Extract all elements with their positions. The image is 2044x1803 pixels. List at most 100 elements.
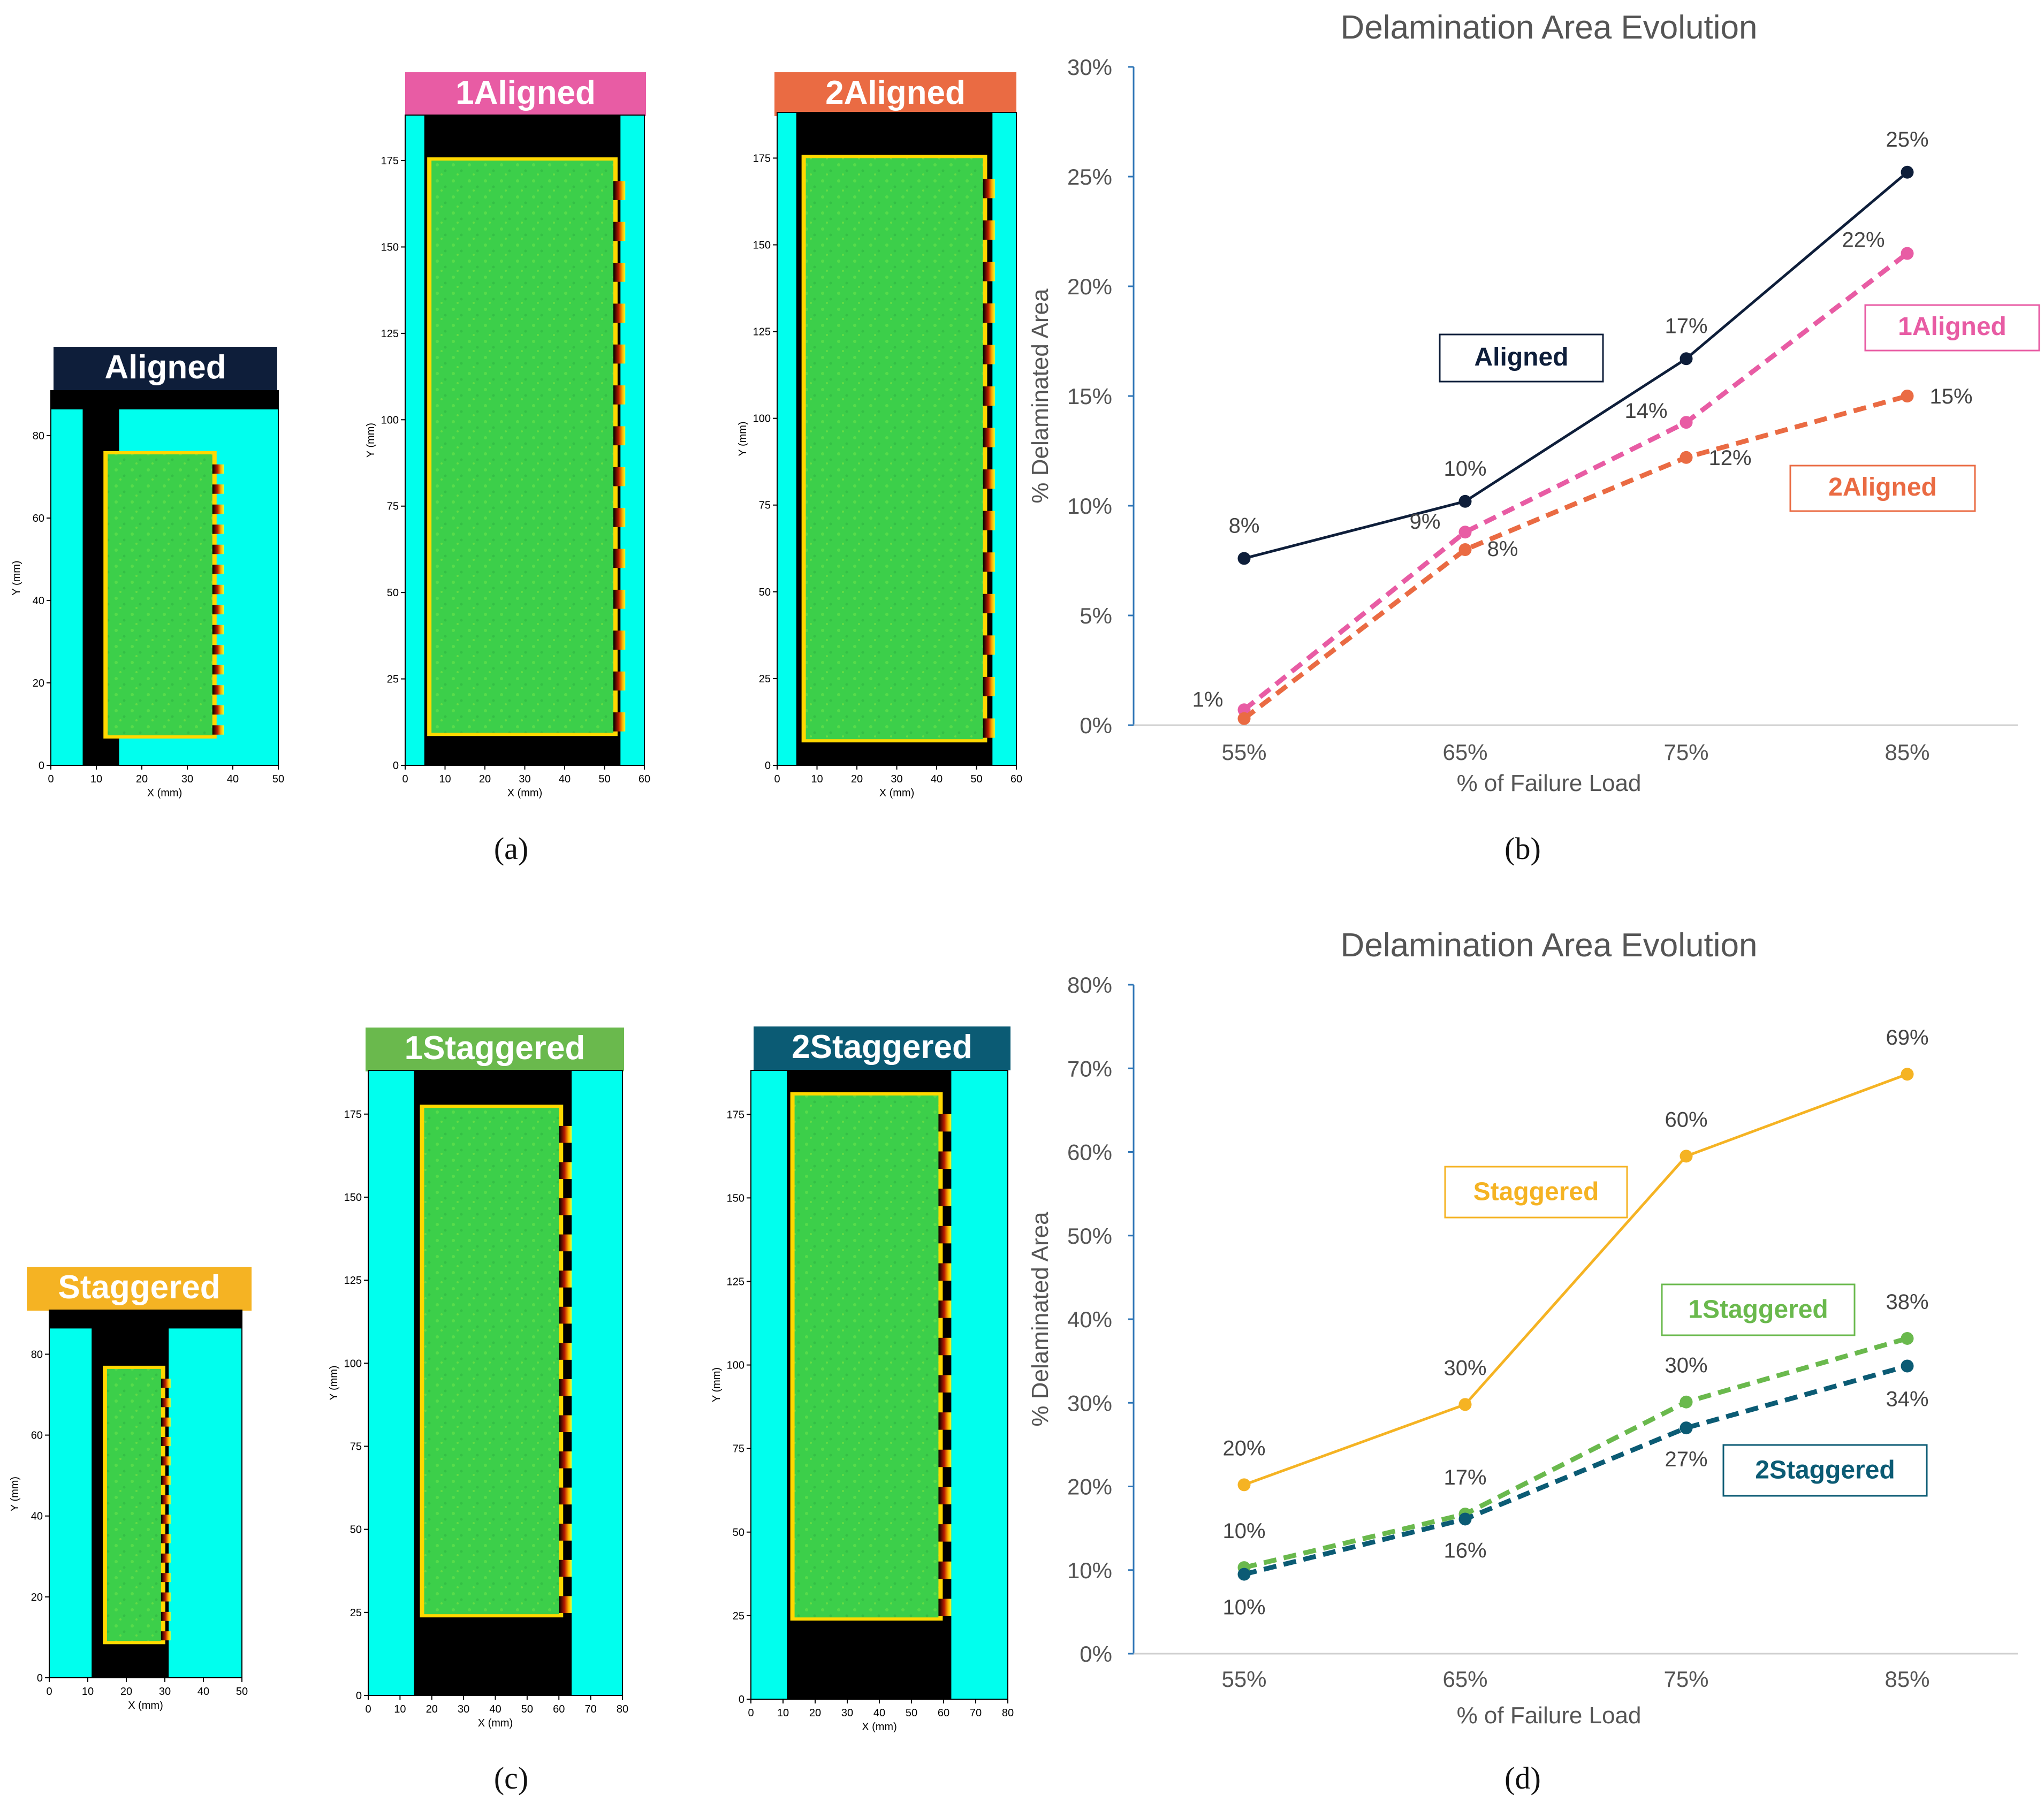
scan-x-tick-label: 40 (931, 773, 943, 785)
scan-edge-damage (613, 589, 626, 609)
scan-edge-damage (161, 1398, 171, 1408)
scan-edge-damage (212, 565, 224, 574)
scan-x-tick-label: 80 (1002, 1707, 1014, 1719)
scan-edge-damage (212, 544, 224, 554)
scan-xlabel: X (mm) (507, 787, 543, 799)
scan-x-tick-label: 40 (873, 1707, 885, 1719)
data-label: 17% (1443, 1466, 1486, 1489)
series-2staggered: 10% 16% 27% 34% 2Staggered (1222, 1359, 1929, 1619)
legend-label: 2Staggered (1755, 1456, 1895, 1485)
scan-edge-damage (938, 1412, 952, 1430)
legend-box (1661, 1283, 1856, 1336)
data-point (1458, 543, 1472, 556)
scan-edge-damage (613, 671, 626, 691)
scan-y-tick-label: 25 (350, 1607, 362, 1619)
data-point (1901, 1332, 1914, 1345)
scan-staggered: Staggered 0 10 20 30 40 50 0 20 40 60 80 X (mm) Y (mm… (9, 1267, 252, 1711)
scan-y-tick-label: 125 (381, 328, 399, 340)
scan-y-tick-label: 150 (753, 239, 771, 251)
scan-edge-damage (938, 1561, 952, 1579)
chart-x-tick-label: 55% (1221, 1667, 1266, 1692)
scan-edge-damage (212, 645, 224, 655)
scan-edge-damage (938, 1449, 952, 1467)
scan-y-tick-label: 175 (753, 153, 771, 164)
scan-x-tick-label: 60 (553, 1703, 565, 1715)
scan-y-tick-label: 75 (387, 501, 399, 513)
data-label: 30% (1443, 1356, 1486, 1380)
scan-edge-damage (559, 1596, 572, 1613)
scan-ylabel: Y (mm) (328, 1365, 340, 1400)
legend-box (1722, 1444, 1928, 1497)
scan-edge-damage (212, 725, 224, 735)
data-label: 22% (1842, 229, 1885, 252)
scan-edge-damage (983, 552, 995, 572)
scan-edge-damage (559, 1234, 572, 1252)
scan-xlabel: X (mm) (478, 1717, 513, 1729)
chart-xlabel: % of Failure Load (1457, 1702, 1642, 1729)
scan-edge-damage (938, 1151, 952, 1169)
scan-x-tick-label: 30 (519, 773, 530, 785)
chart-x-tick-label: 85% (1885, 740, 1929, 765)
scan-intact-region (794, 1096, 939, 1618)
legend-label: Aligned (1475, 343, 1569, 371)
scan-x-tick-label: 50 (272, 773, 284, 785)
scan-edge-damage (983, 179, 995, 199)
series-line (1243, 1072, 1908, 1486)
chart-x-tick-label: 55% (1221, 740, 1266, 765)
data-point (1680, 352, 1693, 366)
scan-2aligned: 2Aligned 0 10 20 30 40 50 60 0 25 50 75 100 125 150 175… (737, 72, 1022, 799)
scan-edge-damage (161, 1417, 171, 1427)
scan-x-tick-label: 70 (585, 1703, 597, 1715)
scan-y-tick-label: 25 (759, 673, 771, 685)
data-label: 20% (1222, 1436, 1265, 1460)
scan-y-tick-label: 150 (344, 1192, 362, 1204)
chart-y-tick-label: 20% (1067, 274, 1112, 299)
scan-x-tick-label: 60 (639, 773, 650, 785)
scan-header-title: Aligned (104, 349, 226, 386)
scan-y-tick-label: 175 (344, 1109, 362, 1121)
scan-edge-damage (613, 181, 626, 200)
scan-edge-damage (161, 1631, 171, 1641)
line-chart-staggered: Delamination Area Evolution 0% 10% 20% 30% 40… (1027, 927, 2018, 1729)
scan-edge-damage (613, 630, 626, 650)
chart-x-tick-label: 85% (1885, 1667, 1929, 1692)
data-label: 14% (1624, 399, 1667, 423)
chart-y-tick-label: 15% (1067, 384, 1112, 409)
scan-header-box (27, 1267, 252, 1311)
data-point (1237, 1478, 1251, 1492)
data-label: 30% (1665, 1354, 1707, 1378)
scan-edge-damage (938, 1189, 952, 1206)
scan-y-tick-label: 50 (387, 587, 399, 599)
scan-x-tick-label: 50 (236, 1686, 248, 1698)
data-label: 69% (1886, 1026, 1928, 1049)
scan-edge-damage (938, 1263, 952, 1281)
scan-y-tick-label: 80 (33, 430, 44, 442)
scan-y-tick-label: 0 (37, 1672, 43, 1684)
scan-edge-damage (559, 1487, 572, 1505)
scan-edge-damage (613, 467, 626, 486)
scan-edge-damage (559, 1524, 572, 1541)
scan-y-tick-label: 0 (765, 760, 771, 772)
chart-x-tick-label: 75% (1663, 1667, 1708, 1692)
scan-edge-damage (212, 484, 224, 494)
scan-edge-damage (983, 345, 995, 364)
chart-y-tick-label: 40% (1067, 1307, 1112, 1332)
scan-y-tick-label: 0 (393, 760, 399, 772)
data-point (1237, 1568, 1251, 1581)
legend-label: 1Aligned (1898, 313, 2007, 341)
scan-x-tick-label: 30 (159, 1686, 171, 1698)
scan-x-tick-label: 0 (748, 1707, 754, 1719)
scan-xlabel: X (mm) (879, 787, 915, 799)
series-line (1243, 1336, 1908, 1570)
series-1staggered: 10% 17% 30% 38% 1Staggered (1222, 1283, 1929, 1574)
scan-header-title: 2Aligned (825, 74, 966, 111)
scan-header-box (366, 1028, 624, 1071)
scan-edge-damage (983, 511, 995, 530)
scan-y-tick-label: 50 (759, 587, 771, 598)
scan-y-tick-label: 75 (350, 1441, 362, 1452)
data-label: 1% (1192, 688, 1224, 711)
series-2aligned: 8% 12% 15% 2Aligned (1237, 385, 1976, 725)
data-point (1901, 1068, 1914, 1081)
